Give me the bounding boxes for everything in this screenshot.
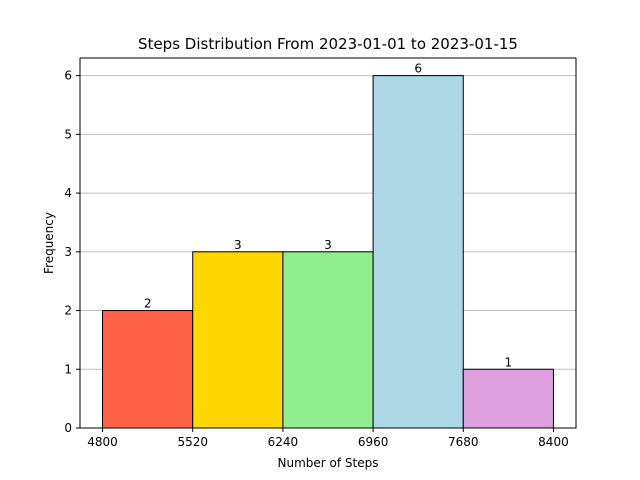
y-tick-label: 1 — [64, 362, 72, 376]
x-axis-label: Number of Steps — [278, 456, 379, 470]
histogram-bar — [192, 251, 284, 429]
x-axis-ticks: 4800 5520 6240 6960 7680 8400 — [87, 428, 569, 449]
histogram-bar — [462, 368, 554, 429]
y-axis-label: Frequency — [42, 212, 56, 274]
x-tick-label: 7680 — [448, 435, 479, 449]
bar-value-label: 2 — [144, 297, 152, 311]
y-axis-ticks: 0 1 2 3 4 5 6 — [64, 69, 80, 435]
x-tick-label: 6960 — [358, 435, 389, 449]
y-tick-label: 3 — [64, 245, 72, 259]
bar-value-label: 3 — [234, 238, 242, 252]
bar-value-label: 3 — [324, 238, 332, 252]
data-labels: 2 3 3 6 1 — [144, 62, 512, 370]
x-tick-label: 4800 — [87, 435, 118, 449]
x-tick-label: 6240 — [268, 435, 299, 449]
bar-value-label: 1 — [505, 355, 513, 369]
histogram-bar — [372, 75, 464, 429]
y-tick-label: 4 — [64, 186, 72, 200]
histogram-bar — [282, 251, 374, 429]
y-tick-label: 6 — [64, 69, 72, 83]
y-tick-label: 5 — [64, 127, 72, 141]
chart-title: Steps Distribution From 2023-01-01 to 20… — [138, 35, 518, 53]
bar-value-label: 6 — [414, 62, 422, 76]
histogram-bar — [102, 310, 194, 429]
x-tick-label: 8400 — [538, 435, 569, 449]
plot-frame — [79, 57, 577, 429]
y-tick-label: 0 — [64, 421, 72, 435]
y-tick-label: 2 — [64, 304, 72, 318]
x-tick-label: 5520 — [177, 435, 208, 449]
